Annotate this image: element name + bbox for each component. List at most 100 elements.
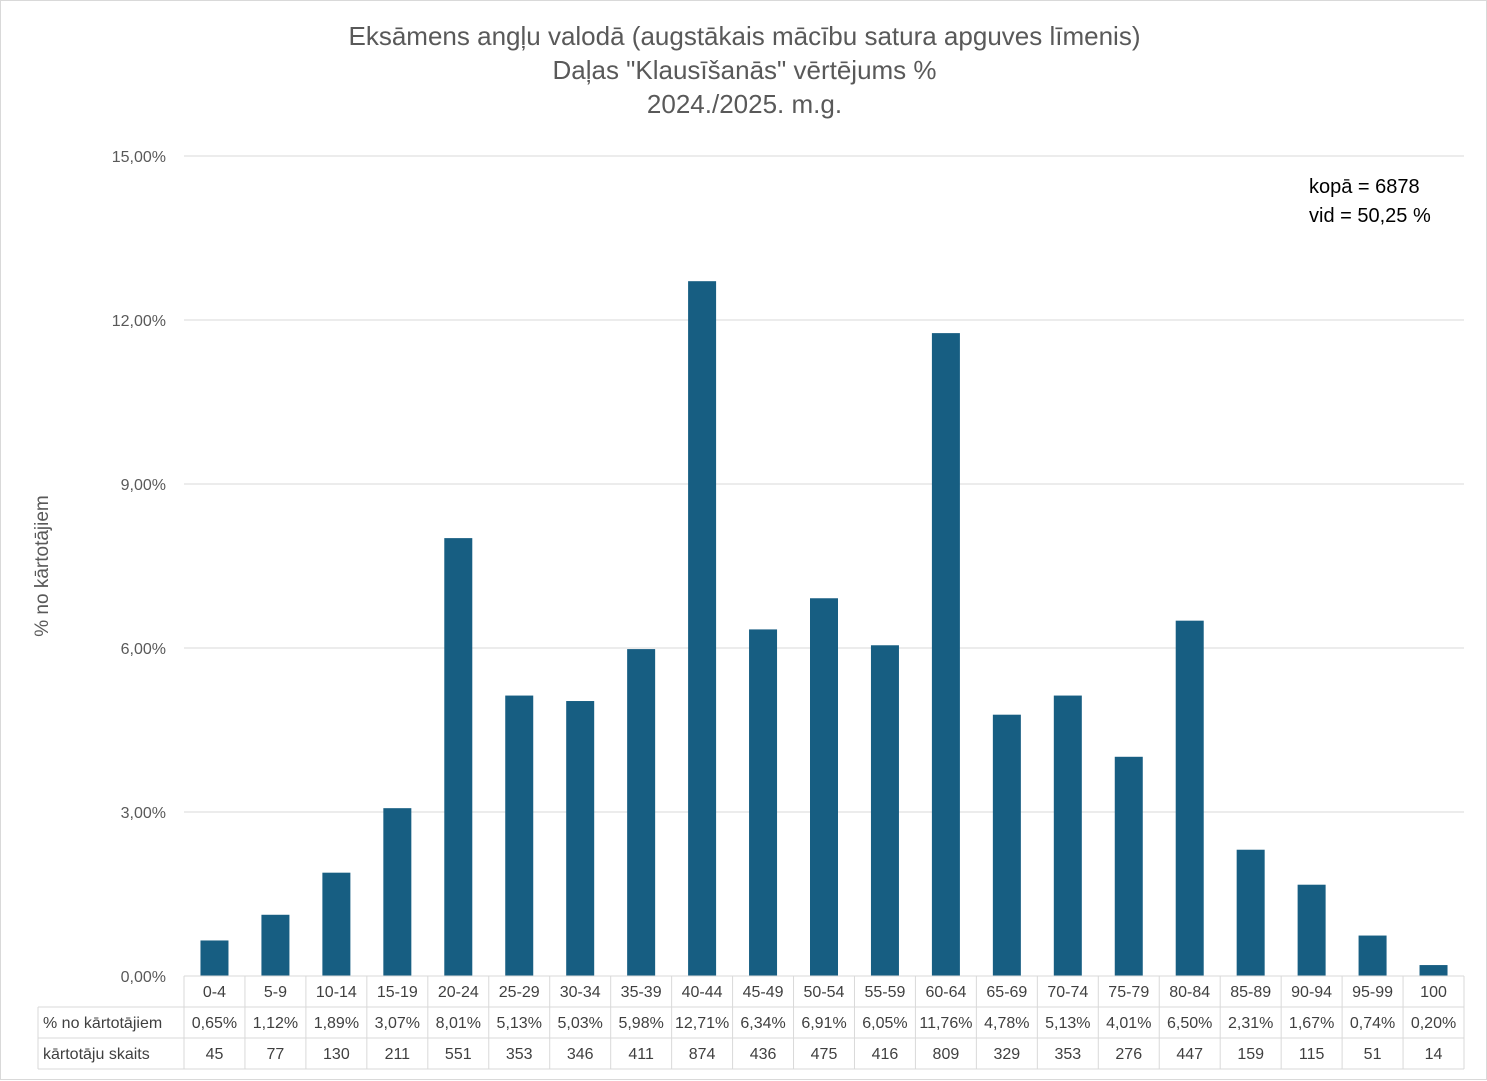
bar bbox=[1175, 620, 1204, 976]
x-category-label: 65-69 bbox=[986, 984, 1027, 1001]
table-cell: 77 bbox=[267, 1046, 285, 1063]
table-cell: 2,31% bbox=[1228, 1015, 1273, 1032]
bar bbox=[566, 701, 595, 976]
table-cell: 5,03% bbox=[558, 1015, 603, 1032]
bar bbox=[992, 714, 1021, 976]
chart-title: Eksāmens angļu valodā (augstākais mācību… bbox=[1, 19, 1487, 121]
table-cell: 551 bbox=[445, 1046, 472, 1063]
bar bbox=[444, 538, 473, 976]
table-cell: 329 bbox=[994, 1046, 1021, 1063]
table-row-label: kārtotāju skaits bbox=[43, 1046, 150, 1063]
x-category-label: 80-84 bbox=[1169, 984, 1210, 1001]
bar bbox=[1053, 695, 1082, 976]
table-cell: 447 bbox=[1176, 1046, 1203, 1063]
x-category-label: 100 bbox=[1420, 984, 1447, 1001]
chart-title-line-3: 2024./2025. m.g. bbox=[646, 89, 843, 119]
table-cell: 475 bbox=[811, 1046, 838, 1063]
table-cell: 346 bbox=[567, 1046, 594, 1063]
x-category-label: 45-49 bbox=[743, 984, 784, 1001]
x-category-label: 30-34 bbox=[560, 984, 601, 1001]
table-cell: 5,13% bbox=[1045, 1015, 1090, 1032]
x-category-label: 90-94 bbox=[1291, 984, 1332, 1001]
bar bbox=[322, 872, 351, 976]
x-category-label: 35-39 bbox=[621, 984, 662, 1001]
annotation-average: vid = 50,25 % bbox=[1309, 205, 1431, 227]
x-category-label: 20-24 bbox=[438, 984, 479, 1001]
x-category-label: 50-54 bbox=[804, 984, 845, 1001]
table-cell: 3,07% bbox=[375, 1015, 420, 1032]
table-cell: 115 bbox=[1299, 1046, 1325, 1063]
table-cell: 1,67% bbox=[1289, 1015, 1334, 1032]
bar bbox=[1297, 884, 1326, 976]
table-cell: 874 bbox=[689, 1046, 716, 1063]
x-category-label: 10-14 bbox=[316, 984, 357, 1001]
bar bbox=[870, 645, 899, 976]
x-category-label: 60-64 bbox=[925, 984, 966, 1001]
table-cell: 0,65% bbox=[192, 1015, 237, 1032]
bar bbox=[810, 598, 838, 976]
table-cell: 6,05% bbox=[862, 1015, 907, 1032]
table-cell: 0,20% bbox=[1411, 1015, 1456, 1032]
x-category-label: 0-4 bbox=[203, 984, 226, 1001]
table-cell: 4,01% bbox=[1106, 1015, 1151, 1032]
table-cell: 159 bbox=[1237, 1046, 1264, 1063]
x-category-label: 95-99 bbox=[1352, 984, 1393, 1001]
table-cell: 51 bbox=[1364, 1046, 1382, 1063]
y-tick-label: 12,00% bbox=[112, 313, 166, 330]
table-cell: 12,71% bbox=[675, 1015, 729, 1032]
x-category-label: 15-19 bbox=[377, 984, 418, 1001]
bar bbox=[749, 629, 778, 976]
summary-annotation: kopā = 6878 vid = 50,25 % bbox=[1309, 173, 1431, 231]
table-cell: 0,74% bbox=[1350, 1015, 1395, 1032]
x-category-label: 75-79 bbox=[1108, 984, 1149, 1001]
bar bbox=[1358, 935, 1387, 976]
y-tick-label: 15,00% bbox=[112, 149, 166, 166]
y-tick-label: 6,00% bbox=[121, 641, 166, 658]
y-tick-label: 0,00% bbox=[121, 969, 166, 986]
y-tick-label: 3,00% bbox=[121, 805, 166, 822]
bar bbox=[1236, 849, 1265, 976]
table-cell: 45 bbox=[206, 1046, 224, 1063]
y-tick-label: 9,00% bbox=[121, 477, 166, 494]
table-cell: 211 bbox=[385, 1046, 411, 1063]
bar bbox=[383, 808, 412, 976]
table-cell: 353 bbox=[1054, 1046, 1081, 1063]
x-category-label: 5-9 bbox=[264, 984, 287, 1001]
bar bbox=[627, 649, 656, 976]
table-cell: 5,13% bbox=[497, 1015, 542, 1032]
table-cell: 809 bbox=[933, 1046, 960, 1063]
x-category-label: 40-44 bbox=[682, 984, 723, 1001]
table-row-label: % no kārtotājiem bbox=[43, 1015, 162, 1032]
table-cell: 1,12% bbox=[253, 1015, 298, 1032]
table-cell: 6,50% bbox=[1167, 1015, 1212, 1032]
table-cell: 416 bbox=[872, 1046, 899, 1063]
table-cell: 11,76% bbox=[919, 1015, 972, 1032]
table-cell: 14 bbox=[1425, 1046, 1443, 1063]
table-cell: 6,91% bbox=[801, 1015, 846, 1032]
table-cell: 436 bbox=[750, 1046, 777, 1063]
table-cell: 130 bbox=[323, 1046, 350, 1063]
chart-title-line-2: Daļas "Klausīšanās" vērtējums % bbox=[552, 55, 937, 85]
table-cell: 411 bbox=[628, 1046, 654, 1063]
table-cell: 1,89% bbox=[314, 1015, 359, 1032]
x-category-label: 85-89 bbox=[1230, 984, 1271, 1001]
bar bbox=[505, 695, 534, 976]
chart-title-line-1: Eksāmens angļu valodā (augstākais mācību… bbox=[348, 21, 1141, 51]
table-cell: 353 bbox=[506, 1046, 533, 1063]
bar bbox=[688, 281, 717, 977]
table-cell: 276 bbox=[1115, 1046, 1142, 1063]
table-cell: 5,98% bbox=[618, 1015, 663, 1032]
table-cell: 6,34% bbox=[740, 1015, 785, 1032]
table-cell: 8,01% bbox=[436, 1015, 481, 1032]
table-cell: 4,78% bbox=[984, 1015, 1029, 1032]
bar bbox=[261, 914, 290, 976]
x-category-label: 25-29 bbox=[499, 984, 540, 1001]
bar bbox=[1419, 965, 1448, 976]
bar bbox=[931, 333, 960, 976]
bar bbox=[1114, 756, 1143, 976]
x-category-label: 70-74 bbox=[1047, 984, 1088, 1001]
annotation-total: kopā = 6878 bbox=[1309, 176, 1420, 198]
bar bbox=[200, 940, 229, 976]
